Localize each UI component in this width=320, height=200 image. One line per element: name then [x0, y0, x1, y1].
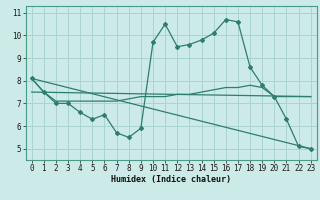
X-axis label: Humidex (Indice chaleur): Humidex (Indice chaleur) — [111, 175, 231, 184]
